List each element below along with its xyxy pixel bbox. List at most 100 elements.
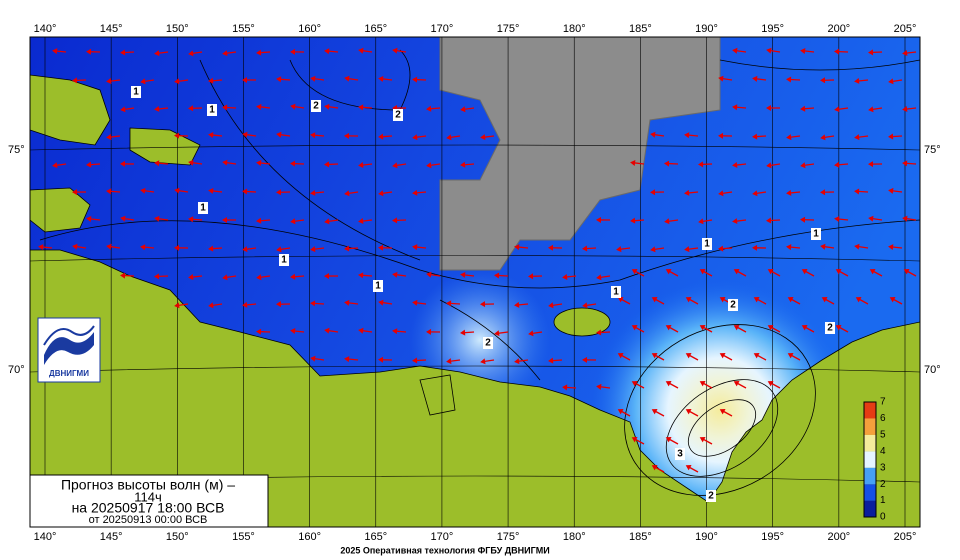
contour-label-bg xyxy=(611,286,621,298)
parallel xyxy=(30,255,920,262)
wave-arrow-head xyxy=(767,269,774,275)
colorbar-frame xyxy=(863,401,877,518)
ice xyxy=(439,37,721,271)
wave-arrow-head xyxy=(310,75,316,82)
wave-arrow-head xyxy=(120,106,126,113)
contour-label: 1 xyxy=(133,87,139,98)
wave-arrow-head xyxy=(222,50,228,57)
wave-arrow-head xyxy=(174,302,180,309)
wave-arrow-head xyxy=(72,189,78,196)
wave-arrow-head xyxy=(800,105,806,112)
wave-arrow-head xyxy=(222,104,228,111)
wave-arrow-head xyxy=(732,218,738,225)
wave-arrow-head xyxy=(766,104,772,111)
wave-arrow-head xyxy=(685,353,692,359)
wave-arrow-head xyxy=(276,131,282,138)
wave-arrow-head xyxy=(869,269,876,275)
wave-arrow-head xyxy=(412,357,418,364)
wave-arrow-head xyxy=(834,48,840,55)
contour-label-bg xyxy=(706,490,716,502)
contour-label-bg xyxy=(483,337,493,349)
wave-arrow-head xyxy=(733,269,740,275)
lon-label: 175° xyxy=(497,531,520,543)
wave-arrow-head xyxy=(154,105,160,112)
wave-arrow-head xyxy=(698,161,704,168)
wave-arrow-head xyxy=(378,133,384,140)
wave-arrow-head xyxy=(188,105,194,112)
wave-arrow-head xyxy=(650,189,656,196)
contour-label-bg xyxy=(825,322,835,334)
wave-arrow-head xyxy=(631,269,638,275)
wave-arrow-head xyxy=(630,159,636,166)
contour-label: 2 xyxy=(485,338,491,349)
colorbar-tick: 0 xyxy=(880,512,886,523)
lon-label: 170° xyxy=(431,23,454,35)
wave-arrow-head xyxy=(494,330,500,337)
wave-arrow-head xyxy=(52,162,58,169)
wave-arrow-head xyxy=(787,297,794,303)
wave-arrow-head xyxy=(753,353,760,359)
wave-arrow-head xyxy=(494,272,500,279)
wave-arrow-head xyxy=(650,131,656,138)
lon-label: 155° xyxy=(232,531,255,543)
wave-arrow-head xyxy=(426,105,432,112)
contour-label: 2 xyxy=(730,300,736,311)
lon-label: 160° xyxy=(298,531,321,543)
lon-label: 205° xyxy=(894,23,917,35)
wave-arrow-head xyxy=(242,77,248,84)
lon-label: 180° xyxy=(563,531,586,543)
wave-arrow-head xyxy=(86,215,92,222)
contour-label: 1 xyxy=(813,229,819,240)
wave-arrow-head xyxy=(562,273,568,280)
lon-label: 175° xyxy=(497,23,520,35)
lon-label: 170° xyxy=(431,531,454,543)
wave-arrow-head xyxy=(72,243,78,250)
wave-arrow-head xyxy=(106,188,112,195)
wave-arrow-head xyxy=(834,106,840,113)
wave-arrow-head xyxy=(835,269,842,275)
wave-arrow-head xyxy=(651,409,658,415)
wave-arrow-head xyxy=(140,187,146,194)
wave-arrow-head xyxy=(651,353,658,359)
wave-arrow-head xyxy=(358,218,364,225)
wave-arrow-head xyxy=(903,269,910,275)
wave-arrow-head xyxy=(854,243,860,250)
lat-label: 75° xyxy=(924,144,941,156)
wave-arrow-head xyxy=(222,217,228,224)
wave-arrow-head xyxy=(888,133,894,140)
wave-arrow-head xyxy=(378,299,384,306)
lon-label: 205° xyxy=(894,531,917,543)
title-line: на 20250917 18:00 ВСВ xyxy=(72,500,225,516)
wave-arrow-head xyxy=(617,409,624,415)
wave-arrow-head xyxy=(324,218,330,225)
wave-arrow-head xyxy=(358,162,364,169)
wave-arrow-head xyxy=(120,49,126,56)
wave-arrow-head xyxy=(868,215,874,222)
wave-arrow-head xyxy=(208,77,214,84)
wave-arrow-head xyxy=(733,325,740,331)
colorbar: 0 1 2 3 4 5 6 7 xyxy=(863,397,886,523)
wave-arrow-head xyxy=(106,243,112,250)
wave-arrow-head xyxy=(766,47,772,54)
colorbar-tick: 5 xyxy=(880,429,886,440)
wave-arrow-head xyxy=(460,271,466,278)
wave-arrow-head xyxy=(154,273,160,280)
wave-arrow-head xyxy=(868,161,874,168)
wave-arrow-head xyxy=(310,246,316,253)
contour-label: 1 xyxy=(613,287,619,298)
lon-label: 150° xyxy=(166,531,189,543)
wave-arrow-head xyxy=(208,302,214,309)
bottom-longitudes: 140° 145° 150° 155° 160° 165° 170° 175° 180° 185°… xyxy=(34,531,917,543)
title-line: от 20250913 00:00 ВСВ xyxy=(89,514,208,526)
lon-label: 145° xyxy=(100,23,123,35)
wave-arrow-head xyxy=(699,381,706,387)
wave-arrow-head xyxy=(222,274,228,281)
wave-arrow-head xyxy=(276,246,282,253)
contour-label: 1 xyxy=(281,255,287,266)
wave-arrow-head xyxy=(86,161,92,168)
wave-arrow-head xyxy=(514,301,520,308)
parallel xyxy=(30,365,920,373)
lat-label: 70° xyxy=(924,364,941,376)
wave-arrow-head xyxy=(412,244,418,251)
wave-arrow-head xyxy=(902,215,908,222)
